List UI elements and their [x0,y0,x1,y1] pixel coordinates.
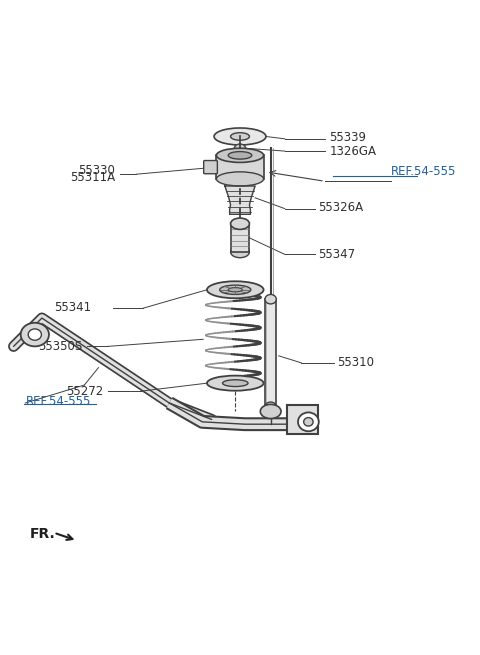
Text: REF.54-555: REF.54-555 [25,395,91,408]
Bar [230,224,250,252]
Text: REF.54-555: REF.54-555 [391,165,456,178]
Ellipse shape [298,413,319,431]
Ellipse shape [230,133,250,140]
Text: 55311A: 55311A [70,172,115,185]
Text: 55339: 55339 [330,131,367,144]
Text: 1326GA: 1326GA [330,145,377,158]
Ellipse shape [304,418,313,426]
Bar [265,299,276,407]
Text: 55326A: 55326A [318,201,363,214]
Ellipse shape [28,329,41,340]
Ellipse shape [223,380,248,386]
Ellipse shape [207,281,264,298]
Ellipse shape [265,295,276,304]
Text: 55350S: 55350S [38,340,82,353]
Text: 55272: 55272 [66,384,103,398]
Bar [287,405,318,434]
Ellipse shape [228,288,242,292]
Ellipse shape [230,218,250,229]
Ellipse shape [234,144,246,153]
Polygon shape [225,186,255,214]
Text: FR.: FR. [30,527,56,541]
Ellipse shape [207,375,264,390]
Ellipse shape [216,172,264,186]
Text: 55341: 55341 [54,301,91,314]
Ellipse shape [260,404,281,419]
Text: 55310: 55310 [336,356,374,369]
Ellipse shape [220,285,251,295]
Ellipse shape [214,128,266,145]
Text: 55330: 55330 [78,164,115,178]
Ellipse shape [265,402,276,411]
Ellipse shape [230,246,250,257]
Ellipse shape [21,323,49,346]
Ellipse shape [216,148,264,162]
Bar [216,155,264,179]
Ellipse shape [228,151,252,159]
FancyBboxPatch shape [204,160,217,174]
Text: 55347: 55347 [318,248,355,261]
